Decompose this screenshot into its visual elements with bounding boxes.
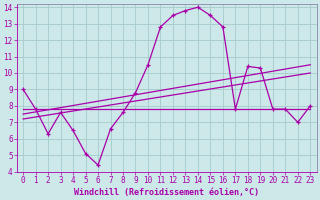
- X-axis label: Windchill (Refroidissement éolien,°C): Windchill (Refroidissement éolien,°C): [74, 188, 259, 197]
